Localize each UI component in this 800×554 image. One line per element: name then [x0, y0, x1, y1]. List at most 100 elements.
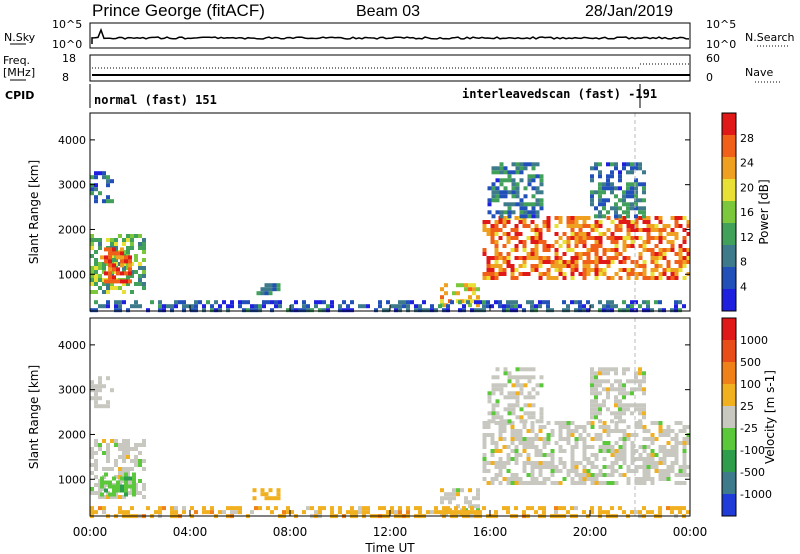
colorbar-tick-label: 20 — [740, 181, 754, 194]
data-cell-r5 — [622, 437, 627, 441]
data-cell-r8 — [630, 304, 634, 309]
data-cell-r8 — [310, 308, 314, 313]
data-cell-r5 — [574, 216, 579, 220]
data-cell-r3 — [272, 287, 277, 292]
data-cell-r8 — [418, 510, 422, 515]
data-cell-r6 — [503, 371, 508, 376]
data-cell-r8 — [602, 510, 606, 515]
data-cell-r3 — [268, 287, 273, 292]
data-cell-r6 — [523, 403, 528, 408]
data-cell-r8 — [354, 510, 358, 515]
data-cell-r8 — [358, 510, 362, 515]
data-cell-r8 — [206, 510, 210, 515]
data-cell-r6 — [511, 202, 516, 207]
data-cell-r8 — [426, 308, 430, 313]
data-cell-r5 — [570, 260, 575, 264]
data-cell-r2 — [106, 183, 110, 188]
data-cell-r7 — [642, 391, 646, 396]
data-cell-r8 — [390, 510, 394, 515]
data-cell-r5 — [490, 240, 495, 244]
data-cell-r0 — [138, 266, 142, 270]
data-cell-r8 — [534, 308, 538, 313]
data-cell-r8 — [262, 304, 266, 309]
data-cell-r5 — [654, 252, 659, 256]
data-cell-r1 — [112, 263, 116, 268]
data-cell-r5 — [610, 256, 615, 260]
data-cell-r5 — [678, 248, 683, 252]
data-cell-r6 — [499, 210, 504, 215]
data-cell-r5 — [506, 256, 511, 260]
data-cell-r7 — [606, 174, 610, 179]
data-cell-r1 — [112, 247, 116, 252]
data-cell-r5 — [518, 429, 523, 433]
data-cell-r5 — [550, 473, 555, 477]
data-cell-r5 — [602, 268, 607, 272]
data-cell-r5 — [654, 256, 659, 260]
data-cell-r6 — [495, 403, 500, 408]
colorbar-tick-label: 12 — [740, 231, 754, 244]
data-cell-r5 — [482, 445, 487, 449]
data-cell-r8 — [114, 304, 118, 309]
data-cell-r4 — [440, 287, 444, 292]
data-cell-r8 — [450, 300, 454, 305]
data-cell-r2 — [102, 171, 106, 176]
data-cell-r8 — [178, 300, 182, 305]
data-cell-r7 — [634, 375, 638, 380]
data-cell-r7 — [590, 202, 594, 207]
data-cell-r2 — [94, 396, 98, 401]
nsky-panel: N.Sky 10^5 10^0 10^5 10^0 N.Search — [4, 18, 795, 51]
data-cell-r4 — [472, 496, 476, 501]
data-cell-r1 — [124, 271, 128, 276]
data-cell-r8 — [222, 510, 226, 515]
data-cell-r0 — [126, 447, 130, 451]
data-cell-r5 — [578, 216, 583, 220]
data-cell-r5 — [678, 244, 683, 248]
data-cell-r5 — [582, 445, 587, 449]
data-cell-r2 — [106, 179, 110, 184]
data-cell-r5 — [502, 244, 507, 248]
data-cell-r6 — [511, 194, 516, 199]
data-cell-r6 — [499, 170, 504, 175]
data-cell-r8 — [182, 304, 186, 309]
data-cell-r5 — [642, 473, 647, 477]
colorbar-tick-label: 16 — [740, 206, 754, 219]
data-cell-r0 — [98, 495, 102, 499]
colorbar-swatch — [722, 494, 736, 516]
data-cell-r5 — [678, 256, 683, 260]
data-cell-r8 — [194, 510, 198, 515]
data-cell-r7 — [606, 210, 610, 215]
data-cell-r5 — [502, 268, 507, 272]
data-cell-r0 — [90, 270, 94, 274]
data-cell-r5 — [562, 276, 567, 280]
data-cell-r5 — [546, 441, 551, 445]
data-cell-r8 — [410, 300, 414, 305]
data-cell-r5 — [514, 232, 519, 236]
data-cell-r5 — [658, 421, 663, 425]
data-cell-r7 — [642, 371, 646, 376]
data-cell-r1 — [124, 255, 128, 260]
data-cell-r6 — [495, 194, 500, 199]
data-cell-r7 — [638, 403, 642, 408]
data-cell-r5 — [678, 473, 683, 477]
data-cell-r5 — [486, 264, 491, 268]
data-cell-r5 — [490, 272, 495, 276]
data-cell-r6 — [507, 391, 512, 396]
data-cell-r6 — [515, 182, 520, 187]
data-cell-r7 — [606, 407, 610, 412]
data-cell-r5 — [598, 220, 603, 224]
data-cell-r5 — [630, 244, 635, 248]
data-cell-r5 — [654, 216, 659, 220]
data-cell-r5 — [618, 276, 623, 280]
data-cell-r5 — [666, 469, 671, 473]
data-cell-r8 — [606, 308, 610, 313]
data-cell-r7 — [590, 375, 594, 380]
data-cell-r5 — [654, 465, 659, 469]
data-cell-r5 — [630, 220, 635, 224]
data-cell-r5 — [602, 481, 607, 485]
data-cell-r0 — [98, 266, 102, 270]
data-cell-r5 — [674, 260, 679, 264]
data-cell-r1 — [108, 279, 112, 284]
data-cell-r7 — [594, 190, 598, 195]
data-cell-r5 — [622, 256, 627, 260]
data-cell-r5 — [594, 260, 599, 264]
